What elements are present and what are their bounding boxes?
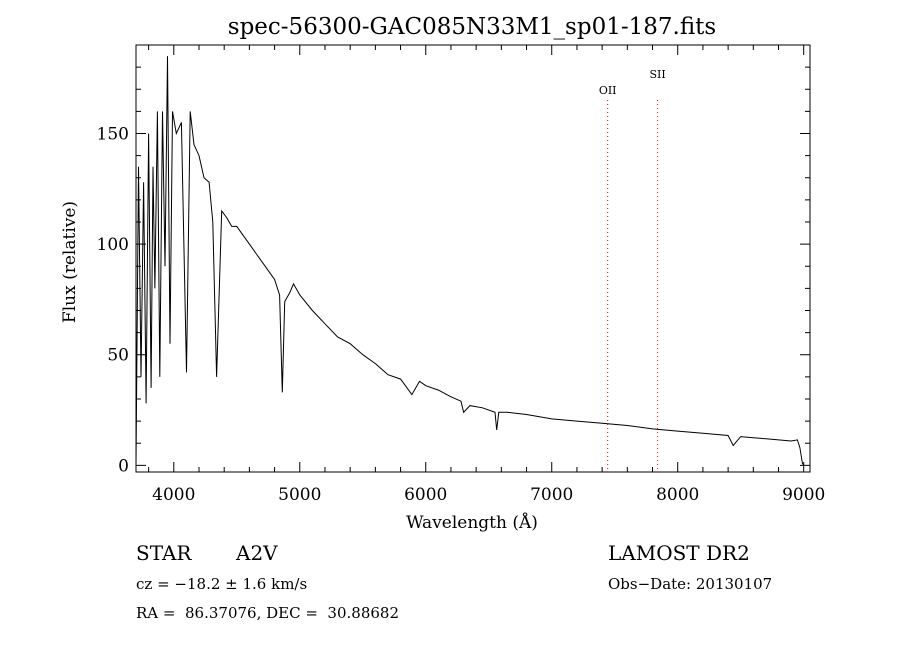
emission-line-label: SII: [649, 68, 665, 81]
x-tick-label: 7000: [530, 485, 573, 505]
x-tick-label: 4000: [152, 485, 195, 505]
y-axis-label: Flux (relative): [60, 201, 80, 323]
x-tick-label: 8000: [656, 485, 699, 505]
emission-line-markers: OII SII: [599, 68, 666, 472]
spectral-subclass: A2V: [236, 541, 278, 565]
object-type: STAR: [136, 541, 192, 565]
spectrum-line: [135, 56, 805, 466]
coordinates: RA = 86.37076, DEC = 30.88682: [136, 604, 400, 622]
x-tick-label: 6000: [404, 485, 447, 505]
y-tick-label: 150: [97, 124, 129, 144]
chart-title: spec-56300-GAC085N33M1_sp01-187.fits: [228, 14, 716, 40]
emission-line-label: OII: [599, 84, 617, 97]
axis-ticks: 4000 5000 6000 7000 8000 9000 0 50 100 150: [97, 45, 825, 505]
y-tick-label: 50: [107, 346, 129, 366]
y-tick-label: 0: [118, 456, 129, 476]
survey-name: LAMOST DR2: [608, 541, 750, 565]
plot-frame: [135, 44, 811, 473]
x-tick-label: 5000: [278, 485, 321, 505]
observation-date: Obs−Date: 20130107: [608, 575, 773, 593]
x-axis-label: Wavelength (Å): [406, 512, 538, 533]
redshift-velocity: cz = −18.2 ± 1.6 km/s: [136, 575, 308, 593]
y-tick-label: 100: [97, 235, 129, 255]
x-tick-label: 9000: [782, 485, 825, 505]
